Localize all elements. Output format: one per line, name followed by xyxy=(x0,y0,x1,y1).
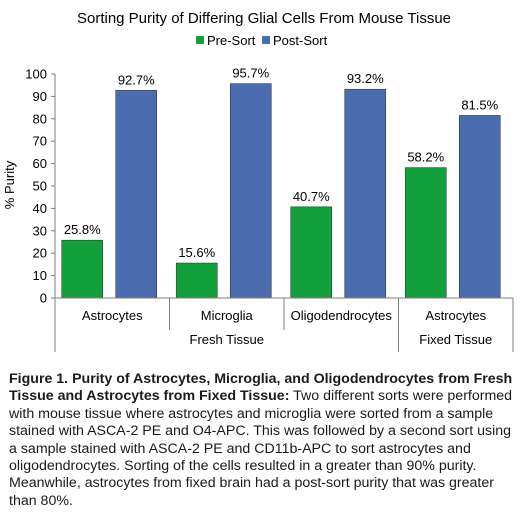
legend-swatch-post-sort xyxy=(262,36,270,44)
bar-post-sort-1 xyxy=(229,83,272,299)
y-tick-label: 40 xyxy=(33,201,47,216)
y-tick-label: 50 xyxy=(33,179,47,194)
y-tick-label: 0 xyxy=(40,291,47,306)
y-tick-label: 90 xyxy=(33,89,47,104)
x-group-label: Fresh Tissue xyxy=(190,332,264,347)
y-tick-label: 20 xyxy=(33,246,47,261)
data-label-post-sort-0: 92.7% xyxy=(118,72,155,87)
y-tick-label: 100 xyxy=(25,67,47,82)
chart: Sorting Purity of Differing Glial Cells … xyxy=(2,10,514,352)
bars: 25.8% 92.7% 15.6% 95.7% 40.7% 93.2% 58.2% 81.5% xyxy=(61,66,501,299)
y-tick-label: 70 xyxy=(33,134,47,149)
data-label-post-sort-3: 81.5% xyxy=(461,97,498,112)
y-tick-label: 80 xyxy=(33,111,47,126)
bar-pre-sort-3 xyxy=(404,167,447,299)
y-axis-label: % Purity xyxy=(2,160,17,209)
x-tick-label: Astrocytes xyxy=(425,308,486,323)
data-label-post-sort-2: 93.2% xyxy=(347,71,384,86)
legend-swatch-pre-sort xyxy=(196,36,204,44)
data-label-pre-sort-0: 25.8% xyxy=(64,222,101,237)
legend: Pre-Sort Post-Sort xyxy=(196,33,328,48)
data-label-pre-sort-3: 58.2% xyxy=(407,150,444,165)
bar-pre-sort-1 xyxy=(175,262,218,299)
x-group-label: Fixed Tissue xyxy=(419,332,492,347)
bar-pre-sort-2 xyxy=(290,206,333,299)
bar-pre-sort-0 xyxy=(61,239,104,299)
y-tick-label: 10 xyxy=(33,268,47,283)
legend-label-pre-sort: Pre-Sort xyxy=(207,33,256,48)
x-axis: Astrocytes Microglia Oligodendrocytes Astro… xyxy=(54,297,514,352)
x-tick-label: Microglia xyxy=(201,308,254,323)
bar-post-sort-0 xyxy=(115,90,158,299)
legend-label-post-sort: Post-Sort xyxy=(273,33,328,48)
bar-post-sort-2 xyxy=(344,88,387,299)
caption-text: Two different sorts were performed with … xyxy=(9,388,513,509)
data-label-pre-sort-1: 15.6% xyxy=(178,245,215,260)
y-axis: 0 10 20 30 40 50 60 70 80 90 100 xyxy=(25,67,56,306)
chart-title: Sorting Purity of Differing Glial Cells … xyxy=(77,10,451,27)
data-label-post-sort-1: 95.7% xyxy=(232,66,269,81)
y-tick-label: 60 xyxy=(33,156,47,171)
bar-post-sort-3 xyxy=(458,115,501,299)
figure-caption: Figure 1. Purity of Astrocytes, Microgli… xyxy=(9,371,521,510)
x-tick-label: Astrocytes xyxy=(82,308,143,323)
data-label-pre-sort-2: 40.7% xyxy=(293,189,330,204)
x-tick-label: Oligodendrocytes xyxy=(291,308,393,323)
y-tick-label: 30 xyxy=(33,223,47,238)
caption-bold: Figure 1. Purity of Astrocytes, Microgli… xyxy=(9,371,513,405)
